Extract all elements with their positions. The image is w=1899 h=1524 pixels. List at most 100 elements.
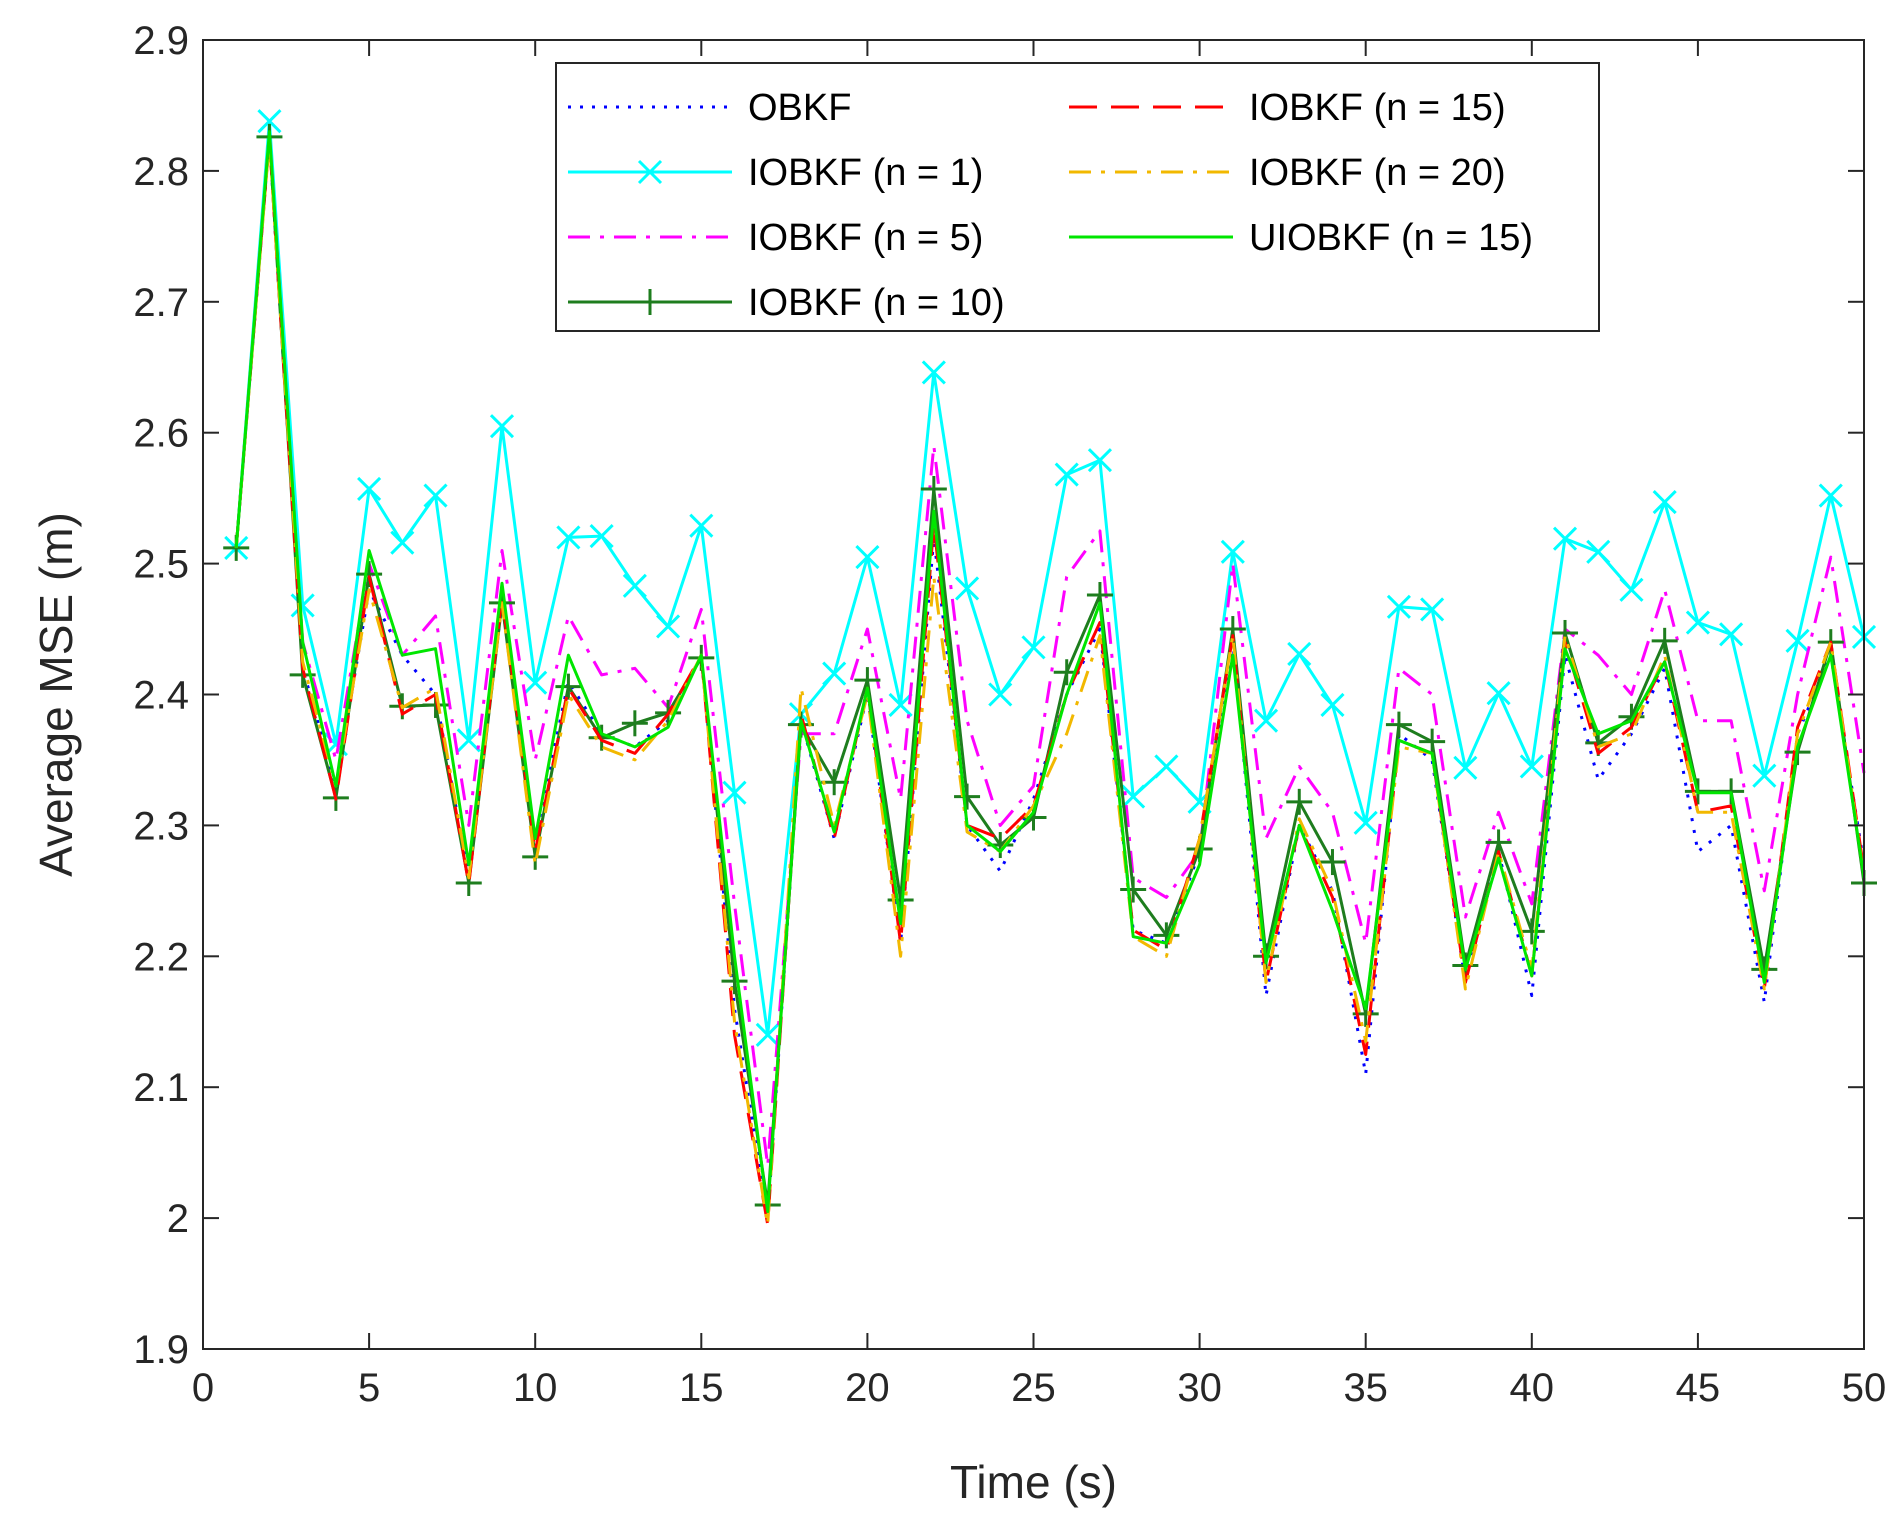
y-axis-label: Average MSE (m) (30, 512, 82, 877)
series-iobkf-n-1-point (855, 544, 880, 570)
series-iobkf-n-1-point (1386, 594, 1411, 619)
series-uiobkf-n-15 (234, 130, 1866, 1214)
legend-item: OBKF (568, 87, 851, 129)
y-tick-label: 2.9 (133, 19, 189, 63)
legend-marker (637, 289, 663, 315)
series-iobkf-n-10-point (954, 783, 981, 810)
series-iobkf-n-1-point (921, 360, 946, 385)
x-tick-label: 35 (1343, 1366, 1388, 1410)
legend-label: IOBKF (n = 15) (1249, 87, 1506, 129)
x-tick-label: 5 (358, 1366, 380, 1410)
series-iobkf-n-1-point (1785, 628, 1810, 653)
series-iobkf-n-1-point (1353, 810, 1378, 835)
series-iobkf-n-1-point (888, 692, 913, 718)
series-iobkf-n-1-point (755, 1022, 780, 1047)
y-tick-label: 2.4 (133, 674, 189, 718)
y-tick-label: 2.1 (133, 1066, 189, 1110)
series-iobkf-n-1-point (257, 109, 282, 134)
series-iobkf-n-1-point (1253, 708, 1279, 733)
y-tick-label: 2.3 (133, 804, 189, 848)
series-iobkf-n-1-point (390, 530, 415, 555)
series-iobkf-n-1-point (489, 414, 515, 439)
series-iobkf-n-1-point (656, 614, 681, 639)
series-iobkf-n-1-point (290, 593, 315, 618)
series-iobkf-n-1-point (1054, 462, 1079, 487)
series-iobkf-n-1-point (822, 661, 847, 686)
series-iobkf-n-10-point (1286, 788, 1313, 815)
series-iobkf-n-1-point (1287, 641, 1312, 666)
series-iobkf-n-1-point (1685, 610, 1710, 635)
y-tick-label: 2.8 (133, 150, 189, 194)
series-iobkf-n-10-point (621, 710, 648, 737)
legend: OBKF IOBKF (n = 1) IOBKF (n = 5) IOBKF (n =… (555, 62, 1600, 332)
series-iobkf-n-1-point (1486, 681, 1511, 706)
series-iobkf-n-1-point (1220, 539, 1245, 564)
series-iobkf-n-20 (234, 138, 1866, 1227)
series-iobkf-n-10-point (920, 475, 947, 502)
series-iobkf-n-10-point (1651, 627, 1678, 654)
series-iobkf-n-10-point (721, 968, 748, 995)
legend-item: IOBKF (n = 1) (568, 152, 983, 194)
series-iobkf-n-1-point (1154, 754, 1179, 779)
series-iobkf-n-10-point (1120, 876, 1147, 903)
legend-item: IOBKF (n = 20) (1069, 152, 1506, 194)
series-iobkf-n-1-point (1453, 755, 1478, 780)
series-iobkf-n-1-point (1552, 526, 1578, 551)
series-iobkf-n-5 (234, 130, 1866, 1168)
x-tick-label: 25 (1011, 1366, 1056, 1410)
y-tick-label: 1.9 (133, 1328, 189, 1372)
series-iobkf-n-20-line (234, 138, 1866, 1227)
series-iobkf-n-10-point (821, 769, 848, 796)
legend-label: UIOBKF (n = 15) (1249, 217, 1533, 259)
y-tick-label: 2.7 (133, 281, 189, 325)
series-iobkf-n-10-point (1518, 918, 1545, 945)
series-iobkf-n-1-point (622, 573, 647, 598)
plot-area (223, 109, 1877, 1227)
series-uiobkf-n-15-line (234, 130, 1866, 1214)
x-tick-label: 20 (845, 1366, 890, 1410)
x-axis-label: Time (s) (950, 1456, 1117, 1508)
series-iobkf-n-1-point (1586, 539, 1611, 564)
series-iobkf-n-1-point (722, 780, 747, 805)
series-iobkf-n-1-point (1719, 622, 1744, 647)
y-tick-label: 2 (167, 1197, 189, 1241)
series-iobkf-n-1-point (589, 524, 614, 549)
legend-item: UIOBKF (n = 15) (1069, 217, 1533, 259)
series-iobkf-n-1-point (456, 728, 481, 753)
series-iobkf-n-10-point (1385, 711, 1412, 738)
series-iobkf-n-1-point (954, 576, 980, 601)
series-iobkf-n-1-point (1619, 577, 1644, 602)
series-iobkf-n-1-point (1818, 483, 1843, 508)
series-iobkf-n-1-point (1087, 448, 1113, 473)
legend-label: OBKF (748, 87, 851, 129)
x-tick-label: 15 (679, 1366, 724, 1410)
series-iobkf-n-10-point (1419, 728, 1446, 755)
series-iobkf-n-1-point (1652, 490, 1677, 515)
legend-item: IOBKF (n = 15) (1069, 87, 1506, 129)
series-iobkf-n-1-point (689, 513, 714, 538)
legend-item: IOBKF (n = 10) (568, 282, 1005, 324)
series-iobkf-n-1-point (423, 483, 448, 508)
axis-ticks: 0 5 10 15 20 25 30 35 40 45 50 1.9 2 2.1 2.2 2.3 2.4 2.5 2… (133, 19, 1886, 1410)
series-iobkf-n-1-point (1752, 763, 1777, 788)
series-iobkf-n-1-point (988, 682, 1013, 707)
series-iobkf-n-1-line (234, 119, 1866, 1037)
x-tick-label: 30 (1177, 1366, 1222, 1410)
series-iobkf-n-10-point (1319, 849, 1346, 876)
x-tick-label: 10 (513, 1366, 558, 1410)
series-iobkf-n-1-point (1021, 635, 1046, 660)
series-iobkf-n-1-point (1121, 784, 1146, 809)
x-tick-label: 40 (1510, 1366, 1555, 1410)
series-iobkf-n-1-point (1420, 597, 1445, 622)
series-iobkf-n-10-point (555, 673, 582, 700)
series-iobkf-n-1-point (1519, 754, 1544, 779)
series-iobkf-n-1-point (1320, 692, 1345, 718)
legend-marker (637, 159, 663, 185)
y-tick-label: 2.6 (133, 412, 189, 456)
x-tick-label: 0 (192, 1366, 214, 1410)
series-iobkf-n-1-point (523, 670, 548, 695)
series-iobkf-n-1-point (556, 525, 581, 550)
y-tick-label: 2.5 (133, 543, 189, 587)
legend-label: IOBKF (n = 20) (1249, 152, 1506, 194)
